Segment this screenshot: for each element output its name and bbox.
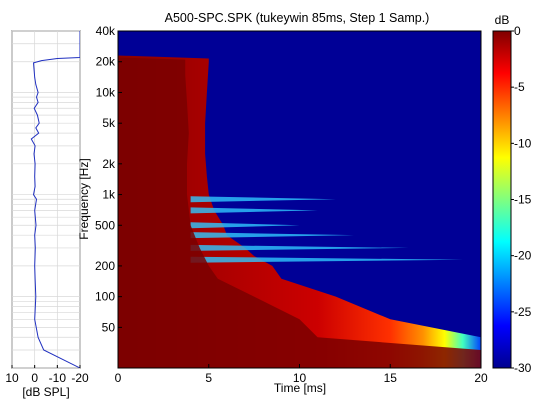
chart-title: A500-SPC.SPK (tukeywin 85ms, Step 1 Samp…	[165, 11, 430, 25]
response-x-tick-label: 0	[31, 371, 38, 385]
response-curve	[30, 31, 80, 368]
frequency-tick-label: 10k	[96, 85, 116, 99]
response-x-label: [dB SPL]	[22, 385, 69, 399]
frequency-tick-label: 5k	[102, 116, 116, 130]
colorbar: dB 0 -5 -10 -15 -20 -25 -30	[492, 13, 532, 375]
time-tick-label: 20	[474, 371, 488, 385]
frequency-tick-label: 500	[95, 218, 115, 232]
colorbar-tick-label: -20	[514, 249, 532, 263]
frequency-tick-label: 40k	[96, 24, 116, 38]
frequency-tick-label: 100	[95, 290, 115, 304]
response-x-tick-label: 10	[5, 371, 19, 385]
colorbar-tick-label: -15	[514, 193, 532, 207]
resonance-streak	[190, 196, 336, 203]
colorbar-tick-label: -25	[514, 305, 532, 319]
frequency-ticks: 50 100 200 500 1k 2k 5k 10k 20k 40k	[95, 24, 122, 334]
time-axis-label: Time [ms]	[274, 381, 326, 395]
colorbar-unit: dB	[495, 13, 510, 27]
time-tick-label: 15	[384, 371, 398, 385]
colorbar-tick-label: -10	[514, 136, 532, 150]
resonance-streak	[190, 232, 354, 239]
colorbar-gradient	[492, 30, 512, 369]
time-tick-label: 0	[115, 371, 122, 385]
colorbar-tick-label: -5	[514, 80, 525, 94]
time-tick-label: 10	[293, 371, 307, 385]
resonance-streak	[190, 244, 409, 251]
high-energy-core	[118, 57, 481, 368]
colorbar-tick-label: 0	[514, 24, 521, 38]
frequency-tick-label: 1k	[102, 188, 116, 202]
colorbar-tick-label: -30	[514, 361, 532, 375]
spectrogram-panel: 50 100 200 500 1k 2k 5k 10k 20k 40k 0 5 10 15 20 Freq…	[77, 24, 488, 395]
frequency-tick-label: 50	[102, 320, 116, 334]
time-ticks: 0 5 10 15 20	[115, 364, 488, 385]
response-x-tick-label: -20	[71, 371, 89, 385]
response-panel: 10 0 -10 -20 [dB SPL]	[5, 30, 89, 399]
resonance-streak	[190, 256, 463, 263]
time-tick-label: 5	[205, 371, 212, 385]
resonance-streak	[190, 207, 318, 214]
resonance-streak	[190, 222, 300, 229]
response-x-ticks: 10 0 -10 -20	[5, 365, 89, 385]
frequency-tick-label: 200	[95, 259, 115, 273]
frequency-tick-label: 2k	[102, 157, 116, 171]
response-panel-grid	[11, 30, 81, 369]
colorbar-ticks: 0 -5 -10 -15 -20 -25 -30	[511, 24, 532, 375]
frequency-axis-label: Frequency [Hz]	[77, 158, 91, 239]
response-x-tick-label: -10	[49, 371, 67, 385]
frequency-tick-label: 20k	[96, 55, 116, 69]
resonance-streaks	[190, 196, 463, 263]
